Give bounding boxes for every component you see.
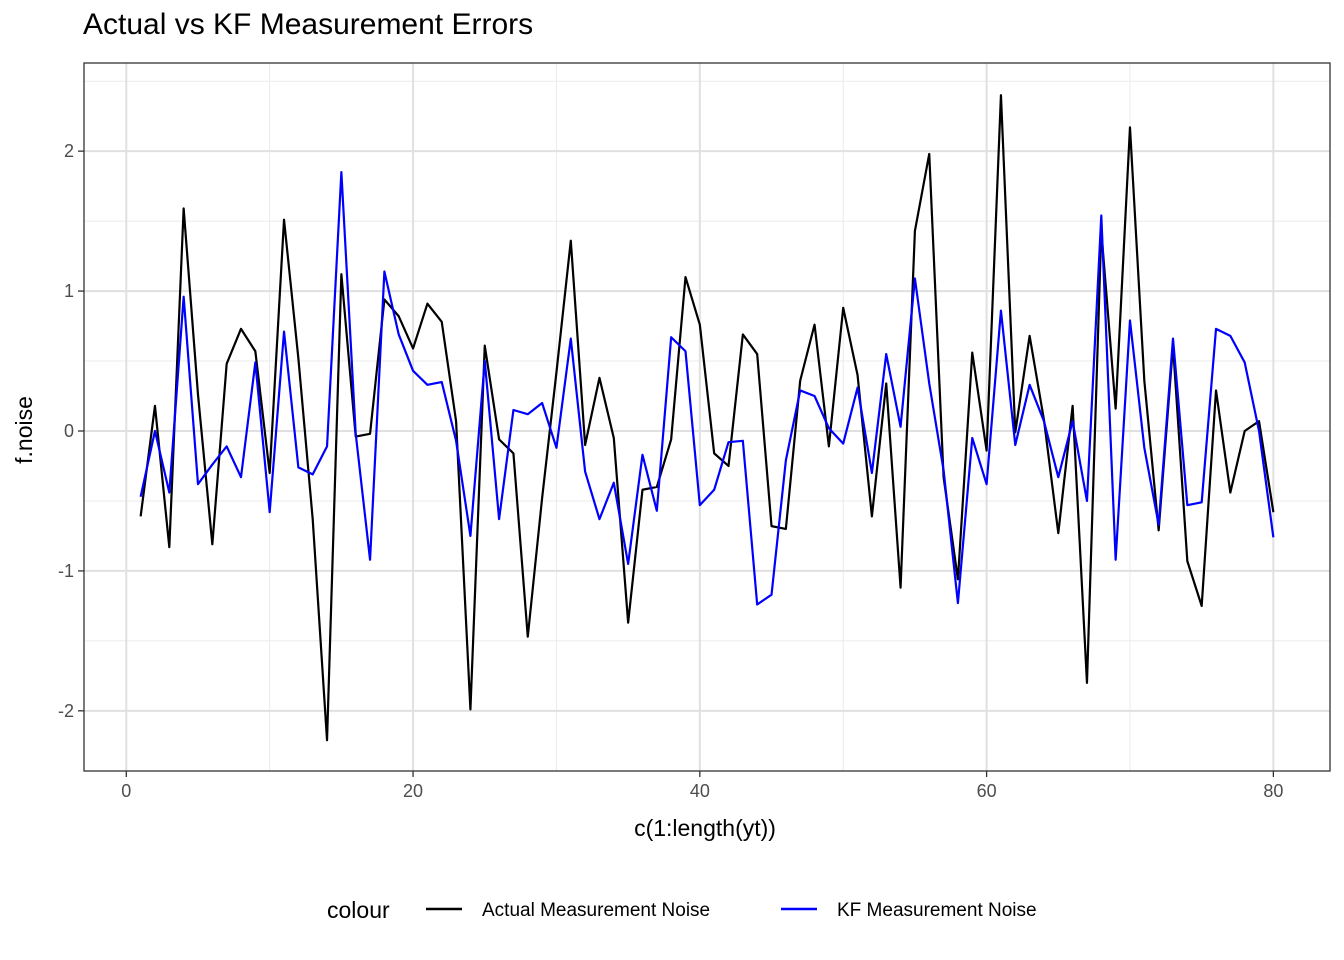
x-axis: 0 20 40 60 80 <box>121 771 1283 801</box>
x-tick-label: 80 <box>1263 781 1283 801</box>
legend-title: colour <box>327 897 390 923</box>
y-tick-label: -2 <box>58 701 74 721</box>
chart-title: Actual vs KF Measurement Errors <box>83 8 534 41</box>
y-axis: -2 -1 0 1 2 <box>58 141 84 721</box>
y-tick-label: 0 <box>64 421 74 441</box>
y-tick-label: 2 <box>64 141 74 161</box>
x-axis-title: c(1:length(yt)) <box>634 815 776 841</box>
y-tick-label: 1 <box>64 281 74 301</box>
x-tick-label: 40 <box>690 781 710 801</box>
series-line-actual <box>139 94 1275 742</box>
series-line-kf <box>139 171 1275 606</box>
plot-panel <box>83 62 1331 772</box>
x-tick-label: 20 <box>403 781 423 801</box>
legend-label-actual: Actual Measurement Noise <box>482 900 710 921</box>
legend-label-kf: KF Measurement Noise <box>837 900 1037 921</box>
panel-background <box>84 63 1330 771</box>
x-tick-label: 0 <box>121 781 131 801</box>
y-axis-title: f.noise <box>11 396 37 464</box>
y-tick-label: -1 <box>58 561 74 581</box>
panel-border <box>83 62 1331 772</box>
x-tick-label: 60 <box>977 781 997 801</box>
legend: colour Actual Measurement Noise KF Measur… <box>327 897 1037 923</box>
